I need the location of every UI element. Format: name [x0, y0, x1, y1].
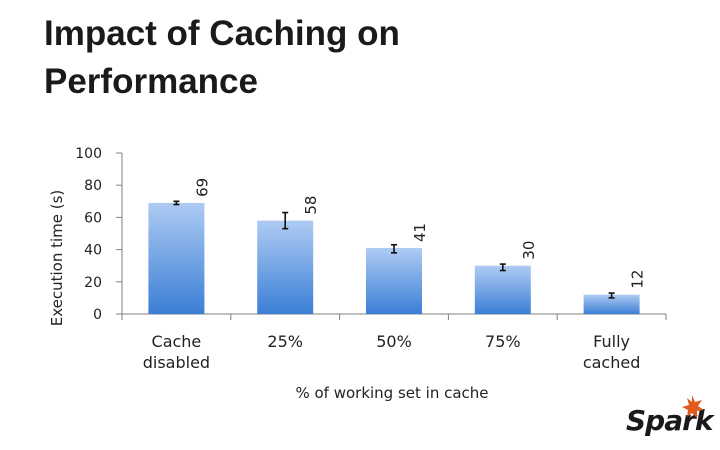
x-category-label: 50%: [376, 332, 412, 351]
data-label: 58: [302, 196, 320, 215]
x-axis-title: % of working set in cache: [295, 384, 488, 402]
error-bar: [608, 292, 615, 299]
y-tick-label: 40: [84, 243, 102, 259]
y-tick-label: 80: [84, 178, 102, 194]
bar: [583, 294, 640, 314]
x-category-label: Cache disabled: [143, 332, 210, 372]
data-label: 30: [520, 241, 538, 260]
bar: [366, 247, 422, 314]
slide-title: Impact of Caching on Performance: [44, 14, 400, 101]
bar: [148, 202, 205, 314]
error-bar: [173, 200, 180, 206]
y-tick-label: 60: [84, 210, 102, 226]
y-tick-label: 100: [75, 146, 102, 162]
error-bar: [391, 243, 397, 254]
bar: [257, 220, 314, 314]
data-label: 41: [411, 223, 429, 242]
x-category-label: 25%: [267, 332, 303, 351]
error-bar: [499, 263, 506, 272]
data-label: 12: [629, 270, 647, 289]
data-label: 69: [193, 178, 211, 197]
bar: [474, 265, 531, 314]
x-category-label: Fully cached: [583, 332, 641, 372]
spark-logo: Spark: [626, 392, 718, 444]
y-tick-label: 0: [93, 307, 102, 323]
error-bar: [282, 211, 289, 230]
y-tick-label: 20: [84, 275, 102, 291]
x-category-label: 75%: [485, 332, 521, 351]
spark-star-icon: [682, 395, 704, 418]
y-axis-title: Execution time (s): [48, 190, 66, 327]
